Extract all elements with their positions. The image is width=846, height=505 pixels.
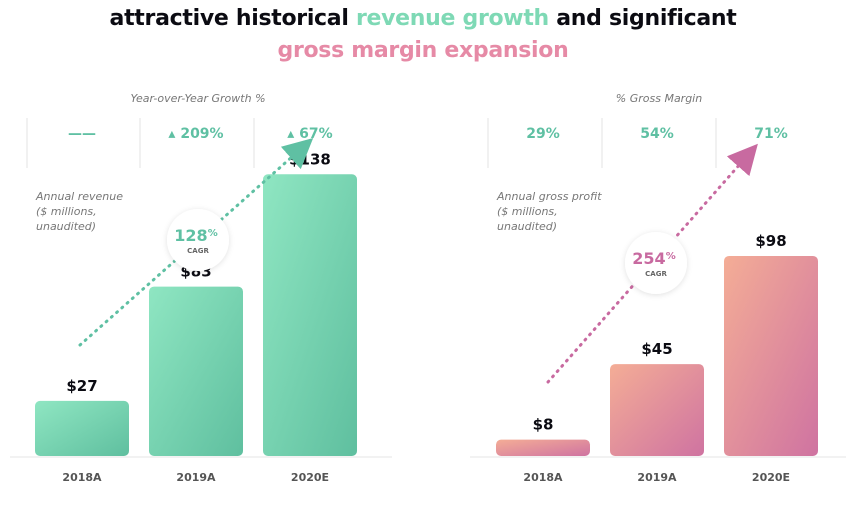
cagr-unit: % (208, 228, 218, 239)
cagr-number: 128 (174, 226, 207, 245)
header-value-2019A: 54% (640, 126, 674, 142)
bar-gross_profit-2020E (724, 255, 818, 456)
growth-arrow-gross_profit (546, 143, 758, 384)
bar-revenue-2020E (263, 174, 357, 456)
header-label-revenue: Year-over-Year Growth % (130, 92, 265, 105)
cagr-unit: % (666, 251, 676, 262)
data-label-gross_profit-2020E: $98 (755, 232, 786, 250)
header-value-2020E: 71% (754, 126, 788, 142)
page-title-line-2: gross margin expansion (277, 38, 569, 63)
caption-line: unaudited) (497, 220, 557, 233)
header-value-2019A: ▴ 209% (168, 126, 223, 142)
caption-line: Annual revenue (35, 190, 123, 203)
cagr-label: CAGR (645, 270, 667, 278)
header-value-2018A: —— (68, 126, 96, 142)
header-label-gross_profit: % Gross Margin (616, 92, 702, 105)
bar-revenue-2019A (149, 286, 243, 456)
data-label-revenue-2018A: $27 (66, 377, 97, 395)
caption-line: ($ millions, (36, 205, 97, 218)
title-text-part-2: and significant (548, 6, 737, 31)
caption-line: unaudited) (36, 220, 96, 233)
title-text-part-1: attractive historical (109, 6, 356, 31)
cagr-value-gross_profit: 254% (632, 249, 675, 268)
bar-revenue-2018A (35, 400, 129, 456)
x-tick-label-2020E: 2020E (291, 471, 329, 484)
data-label-gross_profit-2019A: $45 (641, 340, 672, 358)
x-tick-label-2019A: 2019A (637, 471, 677, 484)
bar-gross_profit-2018A (496, 439, 590, 456)
page-title-line-1: attractive historical revenue growth and… (0, 6, 846, 31)
data-label-gross_profit-2018A: $8 (533, 416, 554, 434)
x-tick-label-2018A: 2018A (62, 471, 102, 484)
x-tick-label-2019A: 2019A (176, 471, 216, 484)
cagr-bubble (625, 232, 687, 294)
x-tick-label-2018A: 2018A (523, 471, 563, 484)
header-value-2018A: 29% (526, 126, 560, 142)
cagr-value-revenue: 128% (174, 226, 217, 245)
cagr-bubble (167, 209, 229, 271)
x-tick-label-2020E: 2020E (752, 471, 790, 484)
cagr-label: CAGR (187, 247, 209, 255)
title-highlight-revenue-growth: revenue growth (355, 6, 549, 31)
caption-line: Annual gross profit (496, 190, 602, 203)
bar-gross_profit-2019A (610, 364, 704, 456)
cagr-number: 254 (632, 249, 665, 268)
caption-line: ($ millions, (497, 205, 558, 218)
header-value-2020E: ▴ 67% (287, 126, 332, 142)
